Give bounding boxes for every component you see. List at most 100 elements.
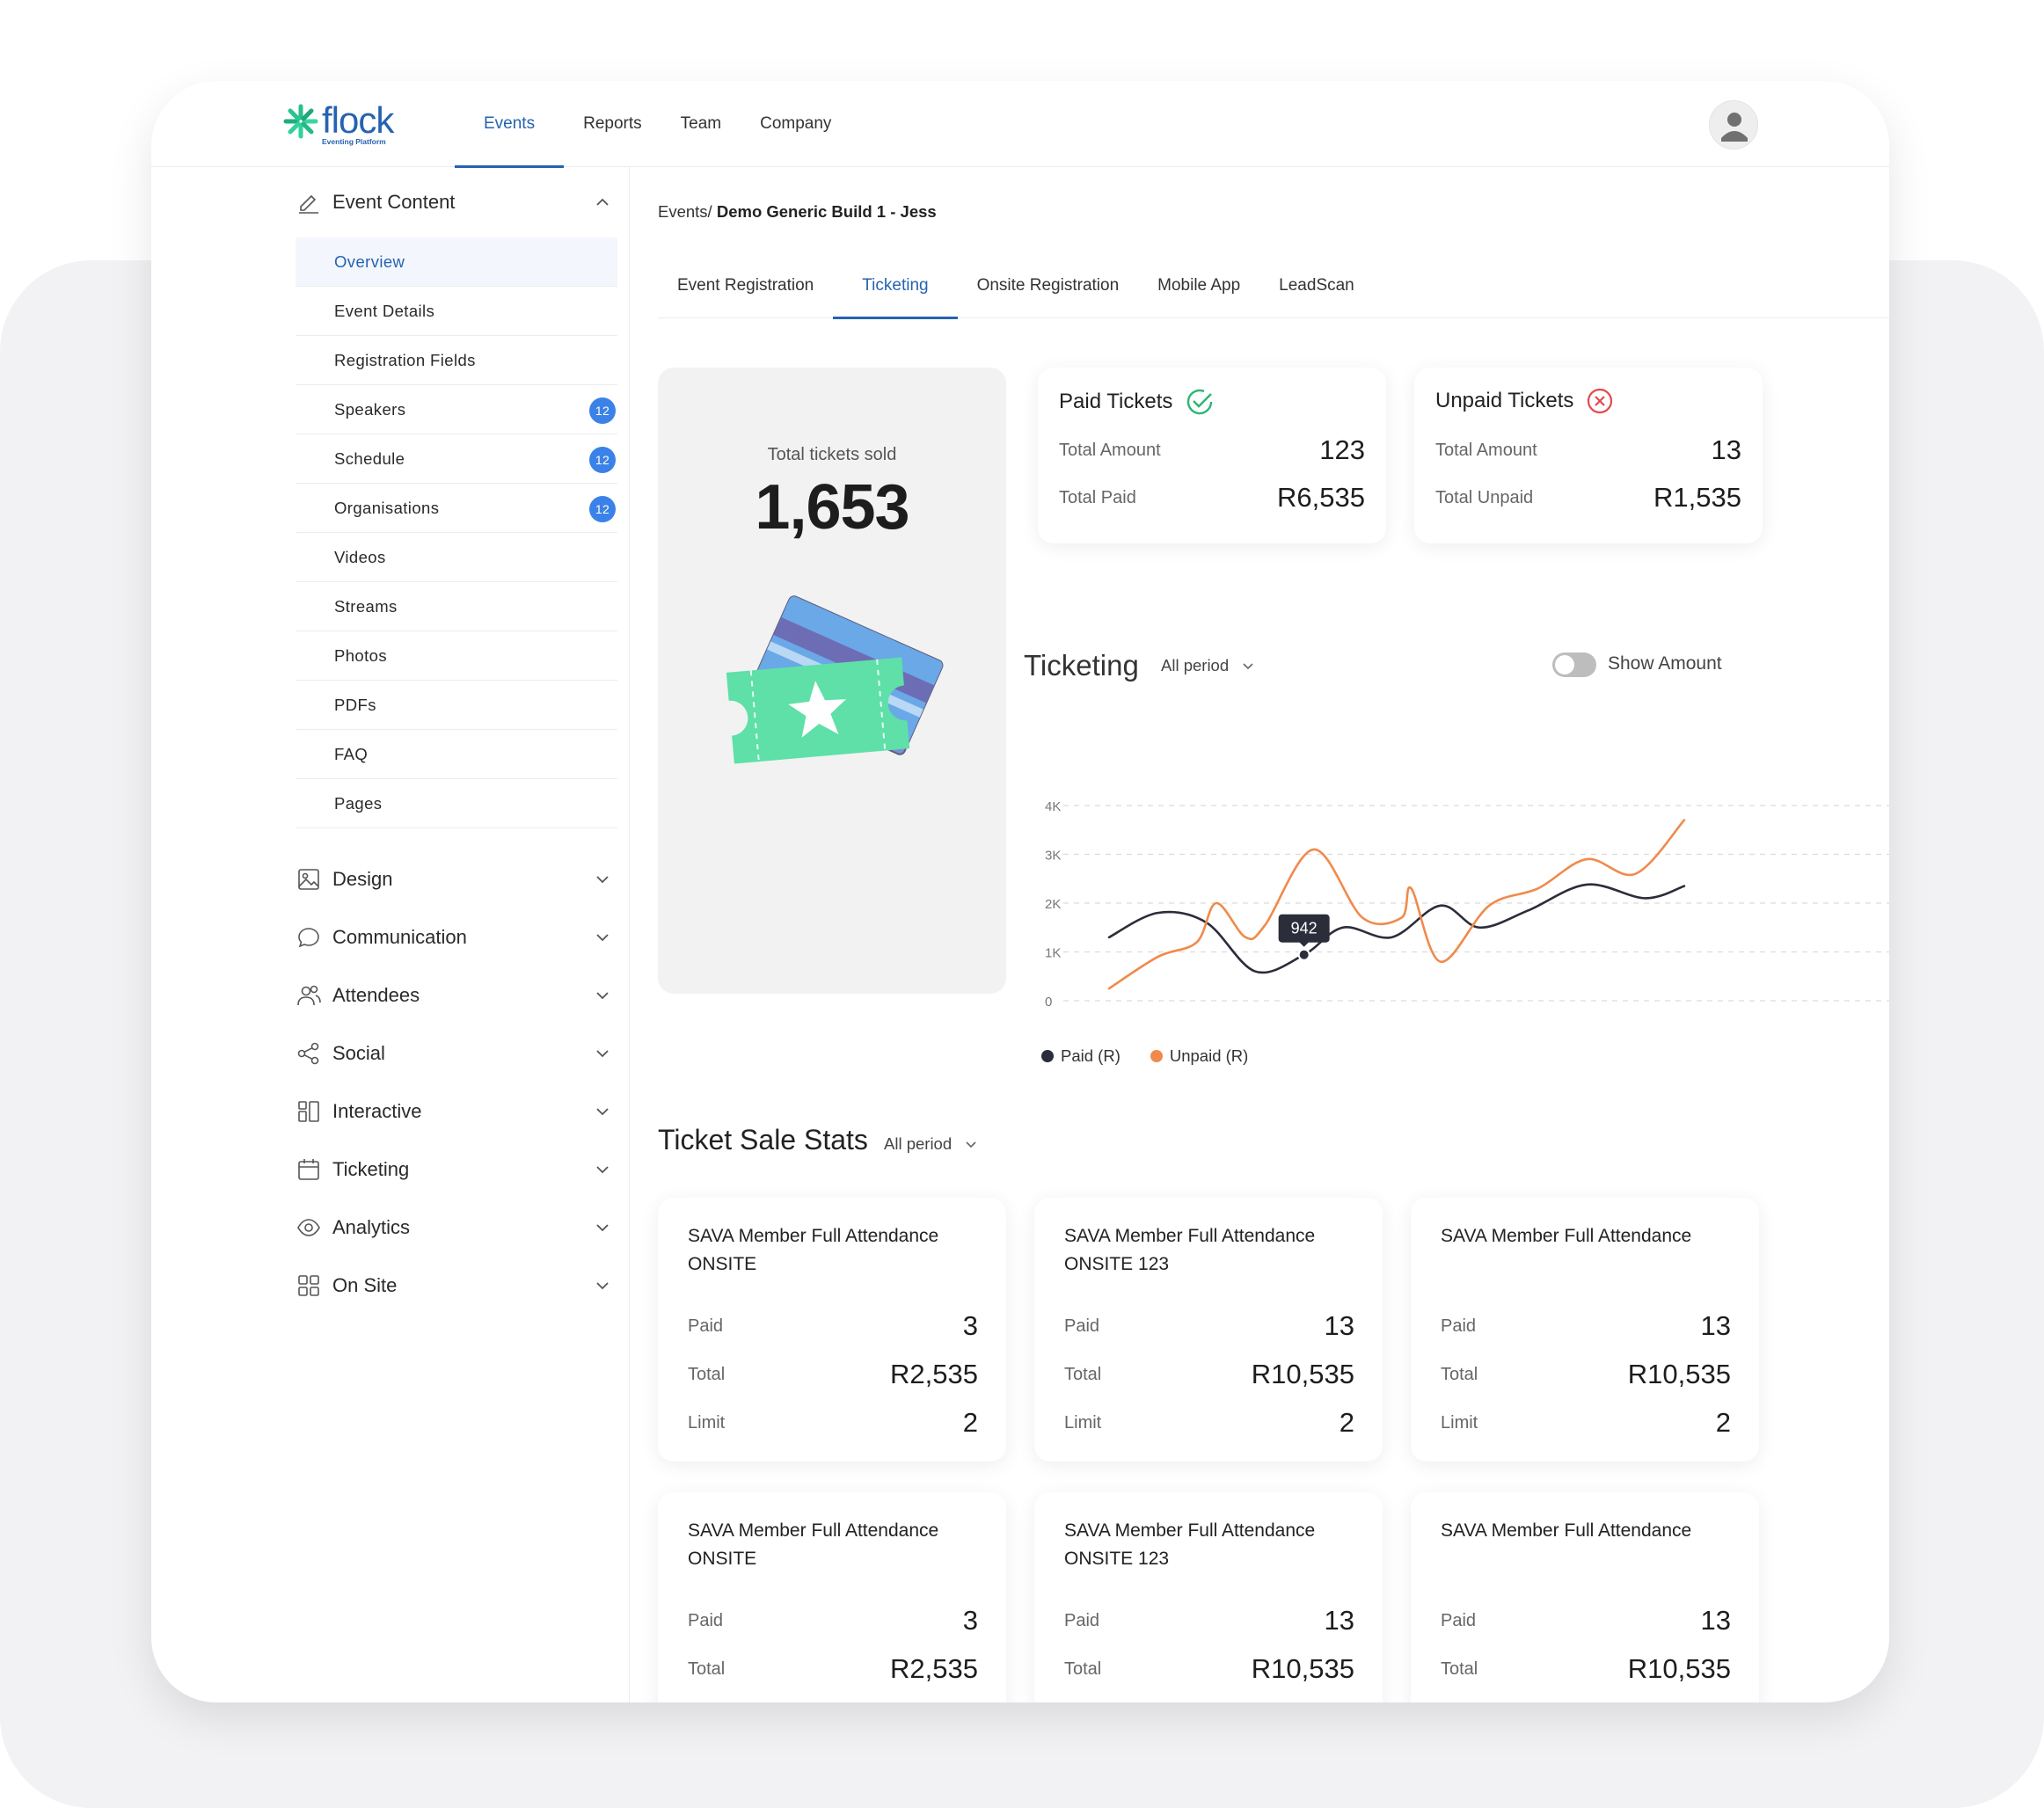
- logo-wordmark: flock: [322, 99, 394, 141]
- breadcrumb: Events/ Demo Generic Build 1 - Jess: [658, 202, 937, 222]
- sale-paid-label: Paid: [1441, 1610, 1477, 1630]
- chevron-down-icon: [593, 1160, 612, 1179]
- sidebar-section-interactive[interactable]: Interactive: [296, 1094, 617, 1129]
- sidebar-item-label: Event Details: [334, 301, 435, 320]
- sidebar-section-ticketing[interactable]: Ticketing: [296, 1152, 617, 1187]
- sidebar-section-design[interactable]: Design: [296, 862, 617, 897]
- paid-tickets-card: Paid Tickets Total Amount 123 Total Paid…: [1038, 368, 1386, 543]
- user-avatar[interactable]: [1709, 100, 1758, 149]
- legend-unpaid[interactable]: Unpaid (R): [1150, 1046, 1248, 1066]
- unpaid-tickets-card: Unpaid Tickets Total Amount 13 Total Unp…: [1414, 368, 1763, 543]
- sidebar-item-pdfs[interactable]: PDFs: [296, 681, 617, 730]
- annotation-tooltip-arrow: [1298, 941, 1310, 947]
- show-amount-toggle[interactable]: [1552, 652, 1596, 677]
- paid-tickets-label: Paid Tickets: [1059, 390, 1173, 413]
- sale-limit-row: Limit 2: [688, 1407, 978, 1439]
- sidebar-item-speakers[interactable]: Speakers 12: [296, 385, 617, 434]
- ticket-sale-card[interactable]: SAVA Member Full Attendance Paid 13 Tota…: [1411, 1492, 1759, 1702]
- stats-period-dropdown[interactable]: All period: [884, 1134, 978, 1154]
- unpaid-series-line: [1107, 819, 1686, 990]
- sale-paid-value: 13: [1324, 1605, 1354, 1636]
- nav-events[interactable]: Events: [455, 81, 565, 168]
- sidebar-item-label: Schedule: [334, 448, 405, 468]
- sidebar-section-attendees[interactable]: Attendees: [296, 978, 617, 1013]
- tab-ticketing[interactable]: Ticketing: [833, 253, 958, 319]
- period-dropdown-value: All period: [1161, 656, 1230, 674]
- flower-logo-icon: [283, 104, 318, 139]
- sale-total-label: Total: [1441, 1659, 1478, 1679]
- sidebar-item-label: Videos: [334, 547, 386, 566]
- chevron-down-icon: [593, 928, 612, 947]
- sidebar-item-label: Overview: [334, 252, 405, 271]
- sidebar-item-registration-fields[interactable]: Registration Fields: [296, 336, 617, 385]
- sale-paid-label: Paid: [1064, 1610, 1100, 1630]
- paid-tickets-title: Paid Tickets: [1059, 387, 1215, 417]
- sidebar-item-event-details[interactable]: Event Details: [296, 287, 617, 336]
- sale-paid-label: Paid: [1064, 1316, 1100, 1336]
- sidebar-item-pages[interactable]: Pages: [296, 779, 617, 828]
- sale-paid-value: 13: [1700, 1310, 1731, 1341]
- tab-leadscan[interactable]: LeadScan: [1279, 276, 1354, 295]
- sidebar-item-schedule[interactable]: Schedule 12: [296, 434, 617, 484]
- ticket-sale-stats-title: Ticket Sale Stats: [658, 1124, 868, 1156]
- tab-mobile-app[interactable]: Mobile App: [1157, 276, 1241, 295]
- users-icon: [296, 982, 322, 1009]
- legend-unpaid-dot: [1150, 1050, 1163, 1062]
- chevron-down-icon: [593, 1044, 612, 1063]
- ticketing-period-dropdown[interactable]: All period: [1161, 656, 1255, 675]
- flock-logo[interactable]: flock Eventing Platform: [283, 99, 394, 146]
- unpaid-total-amount-value: 13: [1711, 434, 1741, 465]
- sidebar-section-on-site[interactable]: On Site: [296, 1268, 617, 1303]
- breadcrumb-parent[interactable]: Events/: [658, 202, 712, 221]
- tab-event-registration[interactable]: Event Registration: [677, 276, 814, 295]
- paid-total-amount-row: Total Amount 123: [1059, 434, 1365, 466]
- sidebar-item-organisations[interactable]: Organisations 12: [296, 484, 617, 533]
- sidebar-section-social[interactable]: Social: [296, 1036, 617, 1071]
- tab-onsite-registration[interactable]: Onsite Registration: [976, 276, 1120, 295]
- ticket-sale-card[interactable]: SAVA Member Full Attendance ONSITE Paid …: [658, 1492, 1006, 1702]
- ticket-sale-card[interactable]: SAVA Member Full Attendance ONSITE 123 P…: [1034, 1198, 1383, 1462]
- sale-total-label: Total: [1064, 1659, 1102, 1679]
- legend-paid[interactable]: Paid (R): [1041, 1046, 1121, 1066]
- y-tick-label: 3K: [1045, 849, 1061, 864]
- y-tick-label: 1K: [1045, 946, 1061, 961]
- sidebar-item-label: PDFs: [334, 695, 376, 714]
- main-nav: Events Reports Team Company: [455, 81, 850, 168]
- event-content-list: Overview Event Details Registration Fiel…: [296, 237, 617, 828]
- ticket-sale-card[interactable]: SAVA Member Full Attendance ONSITE 123 P…: [1034, 1492, 1383, 1702]
- sale-total-label: Total: [688, 1659, 726, 1679]
- sidebar-section-label: On Site: [332, 1274, 398, 1296]
- ticket-type-name: SAVA Member Full Attendance ONSITE 123: [1064, 1226, 1316, 1274]
- sidebar-item-overview[interactable]: Overview: [296, 237, 617, 287]
- ticketing-line-chart: 01K2K3K4K16Sun17Mon18Tue19Wed20Thu21Fri2…: [1045, 799, 1889, 1010]
- sidebar-section-event-content[interactable]: Event Content: [296, 185, 617, 220]
- total-tickets-value: 1,653: [755, 472, 909, 543]
- legend-unpaid-label: Unpaid (R): [1169, 1046, 1249, 1065]
- ticket-sale-card[interactable]: SAVA Member Full Attendance ONSITE Paid …: [658, 1198, 1006, 1462]
- sidebar-item-streams[interactable]: Streams: [296, 582, 617, 631]
- sale-total-label: Total: [1064, 1364, 1102, 1384]
- nav-reports[interactable]: Reports: [583, 114, 642, 133]
- paid-total-amount-value: 123: [1319, 434, 1365, 465]
- chat-icon: [296, 924, 322, 951]
- sidebar-item-label: Photos: [334, 645, 387, 665]
- pencil-icon: [296, 189, 322, 215]
- sidebar-section-label: Attendees: [332, 984, 420, 1006]
- chevron-up-icon: [593, 193, 612, 212]
- sidebar-item-faq[interactable]: FAQ: [296, 730, 617, 779]
- sidebar-item-label: FAQ: [334, 744, 369, 763]
- user-avatar-icon: [1721, 113, 1748, 142]
- nav-team[interactable]: Team: [680, 114, 722, 133]
- sidebar-item-photos[interactable]: Photos: [296, 631, 617, 681]
- sidebar-section-analytics[interactable]: Analytics: [296, 1210, 617, 1245]
- sidebar-item-videos[interactable]: Videos: [296, 533, 617, 582]
- ticket-sale-card[interactable]: SAVA Member Full Attendance Paid 13 Tota…: [1411, 1198, 1759, 1462]
- breadcrumb-current: Demo Generic Build 1 - Jess: [716, 202, 937, 221]
- chevron-down-icon: [1243, 663, 1253, 670]
- sale-total-value: R10,535: [1627, 1359, 1731, 1389]
- nav-company[interactable]: Company: [760, 114, 832, 133]
- sidebar-section-communication[interactable]: Communication: [296, 920, 617, 955]
- sale-limit-value: 2: [1339, 1407, 1354, 1438]
- annotation-point: [1297, 948, 1310, 961]
- sale-total-label: Total: [1441, 1364, 1478, 1384]
